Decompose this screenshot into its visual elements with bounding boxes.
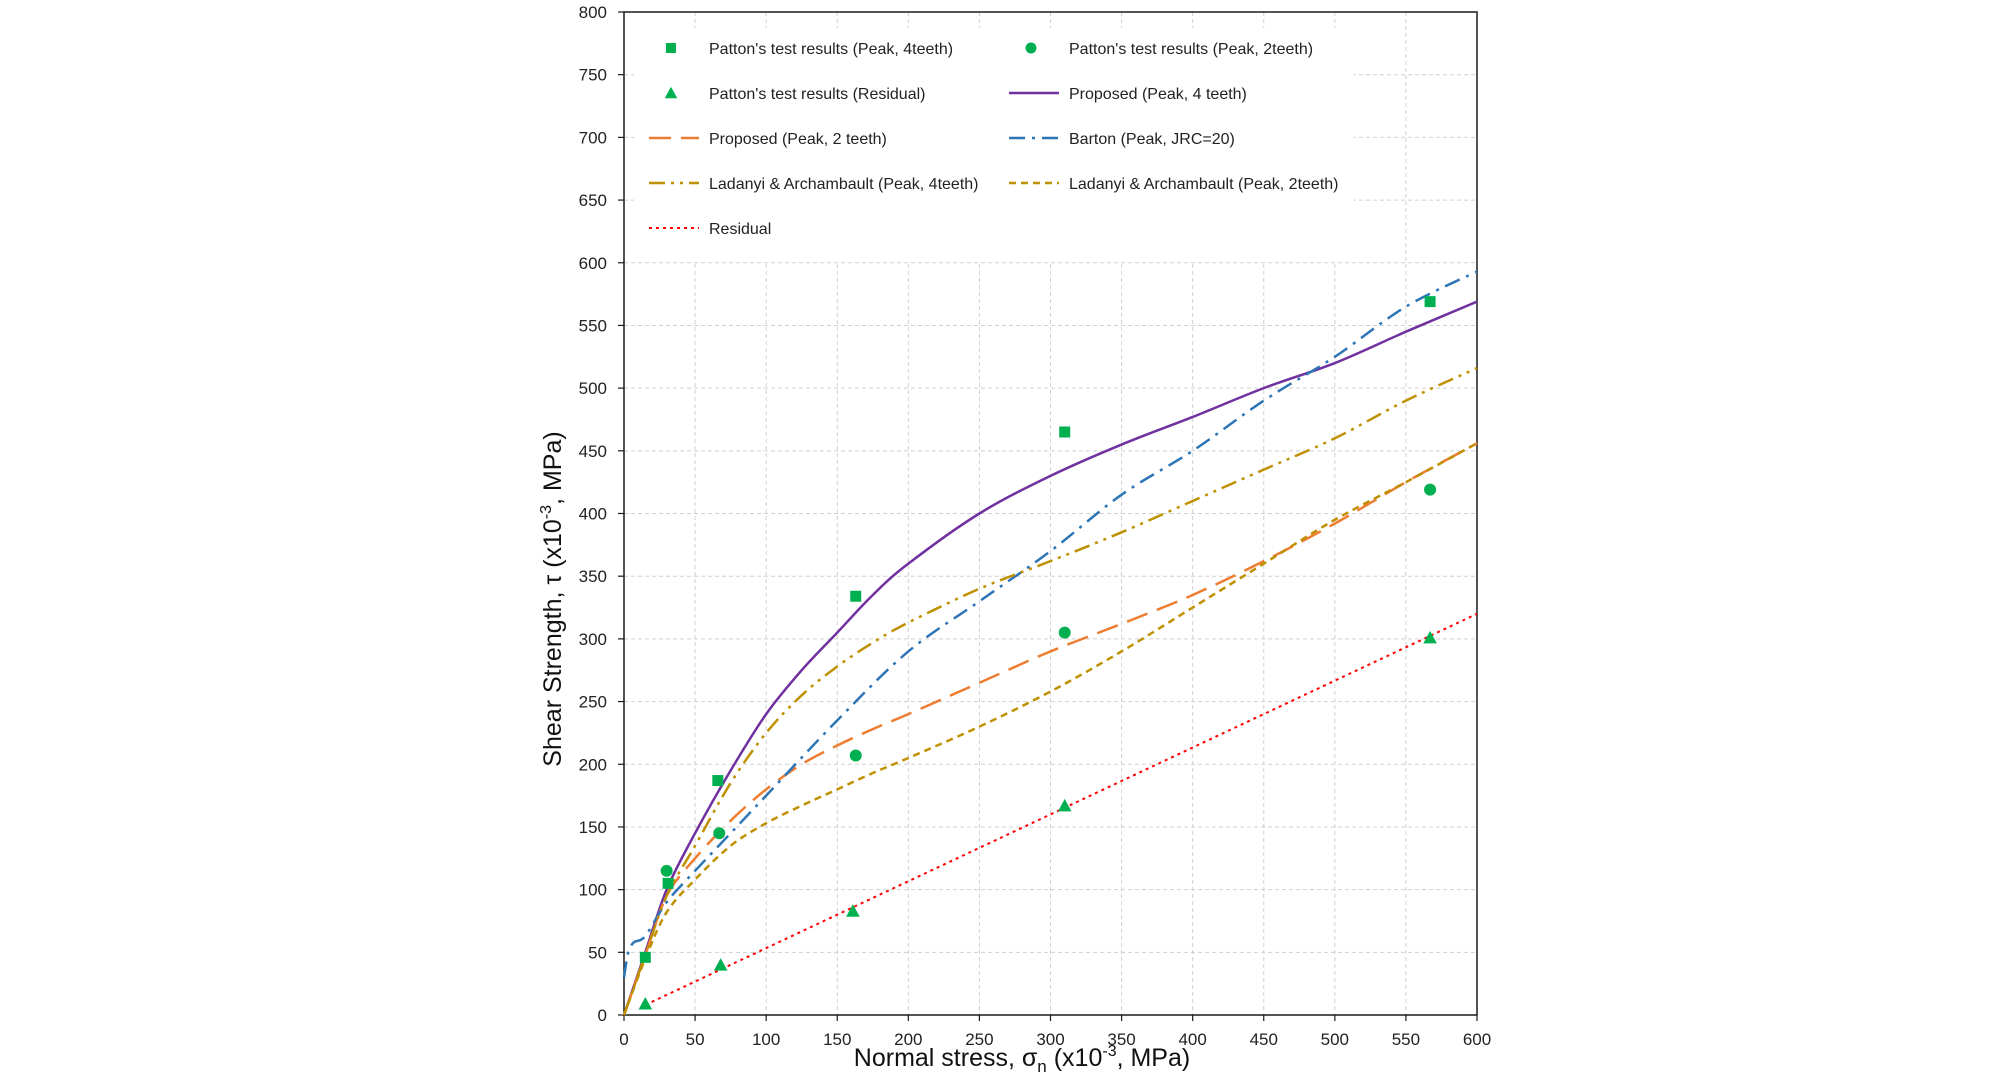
y-tick-label: 600 (579, 254, 607, 273)
legend-entry: Patton's test results (Peak, 2teeth) (1025, 41, 1313, 58)
legend-entry: Ladanyi & Archambault (Peak, 2teeth) (1009, 176, 1339, 193)
axes: 0 50 100 150 200 250 300 350 400 450 500 550 600 0 50 1… (579, 3, 1492, 1049)
data-point-square (639, 951, 651, 963)
x-tick-label: 450 (1250, 1030, 1278, 1049)
data-point-circle (713, 827, 726, 840)
legend-label: Patton's test results (Peak, 2teeth) (1069, 41, 1313, 58)
data-point-triangle (713, 958, 728, 971)
x-tick-label: 200 (894, 1030, 922, 1049)
legend-background (634, 28, 1354, 262)
x-tick-label: 600 (1463, 1030, 1491, 1049)
x-axis-title: Normal stress, σn (x10-3, MPa) (854, 1043, 1190, 1076)
series-line-8 (644, 612, 1478, 1006)
data-point-circle (660, 864, 673, 877)
legend-entry: Residual (649, 221, 771, 238)
x-tick-label: 400 (1178, 1030, 1206, 1049)
y-tick-label: 0 (598, 1006, 607, 1025)
legend-label: Ladanyi & Archambault (Peak, 2teeth) (1069, 176, 1339, 193)
x-tick-label: 0 (619, 1030, 628, 1049)
x-tick-label: 150 (823, 1030, 851, 1049)
y-tick-label: 350 (579, 567, 607, 586)
series-line-3 (622, 300, 1478, 1016)
data-point-square (662, 877, 674, 889)
x-tick-label: 100 (752, 1030, 780, 1049)
legend-entry: Barton (Peak, JRC=20) (1009, 131, 1235, 148)
y-tick-label: 750 (579, 66, 607, 85)
data-point-triangle (638, 996, 653, 1010)
legend-entry: Patton's test results (Peak, 4teeth) (666, 41, 953, 58)
x-tick-label: 500 (1321, 1030, 1349, 1049)
data-point-square (712, 775, 724, 787)
series-line-5 (622, 270, 1478, 978)
legend-label: Patton's test results (Peak, 4teeth) (709, 41, 953, 58)
y-tick-label: 400 (579, 505, 607, 524)
y-tick-label: 50 (588, 943, 607, 962)
legend-label: Proposed (Peak, 4 teeth) (1069, 86, 1247, 103)
legend-entry: Proposed (Peak, 4 teeth) (1009, 86, 1247, 103)
x-tick-label: 50 (686, 1030, 705, 1049)
y-tick-label: 300 (579, 630, 607, 649)
y-axis-title: Shear Strength, τ (x10-3, MPa) (538, 431, 567, 766)
data-point-square (1424, 296, 1436, 308)
x-tick-label: 550 (1392, 1030, 1420, 1049)
y-tick-label: 100 (579, 881, 607, 900)
legend: Patton's test results (Peak, 4teeth) Patt… (634, 28, 1354, 262)
data-point-circle (1058, 626, 1071, 639)
y-tick-label: 650 (579, 191, 607, 210)
legend-label: Patton's test results (Residual) (709, 86, 925, 103)
x-tick-label: 250 (965, 1030, 993, 1049)
legend-swatch (664, 86, 678, 99)
data-point-square (1059, 426, 1071, 438)
legend-label: Residual (709, 221, 771, 238)
y-tick-label: 450 (579, 442, 607, 461)
legend-swatch (666, 43, 676, 53)
legend-label: Ladanyi & Archambault (Peak, 4teeth) (709, 176, 979, 193)
y-tick-label: 700 (579, 128, 607, 147)
y-tick-label: 150 (579, 818, 607, 837)
plot-area (622, 270, 1478, 1016)
y-tick-label: 500 (579, 379, 607, 398)
legend-label: Proposed (Peak, 2 teeth) (709, 131, 887, 148)
series-line-4 (622, 442, 1478, 1016)
y-tick-label: 800 (579, 3, 607, 22)
data-point-circle (849, 749, 862, 762)
legend-entry: Patton's test results (Residual) (664, 86, 925, 103)
y-tick-label: 550 (579, 316, 607, 335)
y-tick-label: 250 (579, 693, 607, 712)
series-line-6 (622, 366, 1478, 1016)
data-point-triangle (846, 904, 860, 917)
y-tick-label: 200 (579, 755, 607, 774)
x-tick-label: 350 (1107, 1030, 1135, 1049)
data-point-triangle (1057, 798, 1072, 812)
data-point-square (850, 590, 862, 602)
legend-entry: Proposed (Peak, 2 teeth) (649, 131, 887, 148)
data-point-triangle (1423, 630, 1437, 644)
x-tick-label: 300 (1036, 1030, 1064, 1049)
legend-label: Barton (Peak, JRC=20) (1069, 131, 1235, 148)
data-point-circle (1424, 483, 1437, 496)
legend-swatch (1025, 42, 1037, 54)
legend-entry: Ladanyi & Archambault (Peak, 4teeth) (649, 176, 979, 193)
